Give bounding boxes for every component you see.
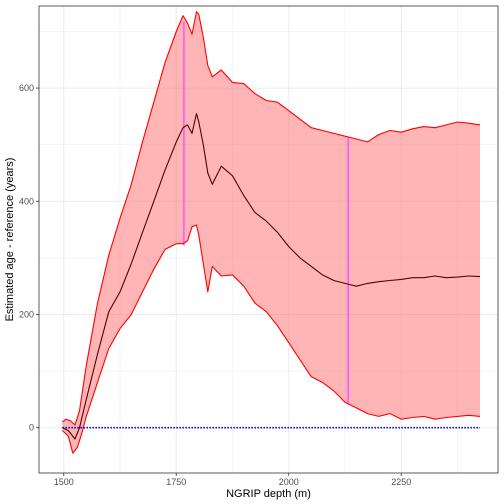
y-tick-label: 600 (19, 83, 34, 93)
x-axis-ticks: 1500 1750 2000 2250 (54, 473, 411, 487)
upper-bound-line (62, 11, 481, 426)
y-axis-ticks: 0 200 400 600 (19, 83, 39, 433)
x-tick-label: 1750 (166, 477, 186, 487)
lower-bound-line (62, 224, 481, 454)
uncertainty-band (62, 11, 481, 454)
x-tick-label: 1500 (54, 477, 74, 487)
x-tick-label: 2250 (391, 477, 411, 487)
data-layer (62, 11, 481, 454)
panel-border (38, 5, 499, 474)
y-tick-label: 200 (19, 310, 34, 320)
y-tick-label: 400 (19, 196, 34, 206)
x-tick-label: 2000 (279, 477, 299, 487)
x-axis-title: NGRIP depth (m) (226, 488, 311, 500)
median-line (62, 113, 481, 440)
y-tick-label: 0 (29, 423, 34, 433)
y-axis-title: Estimated age - reference (years) (4, 158, 16, 322)
